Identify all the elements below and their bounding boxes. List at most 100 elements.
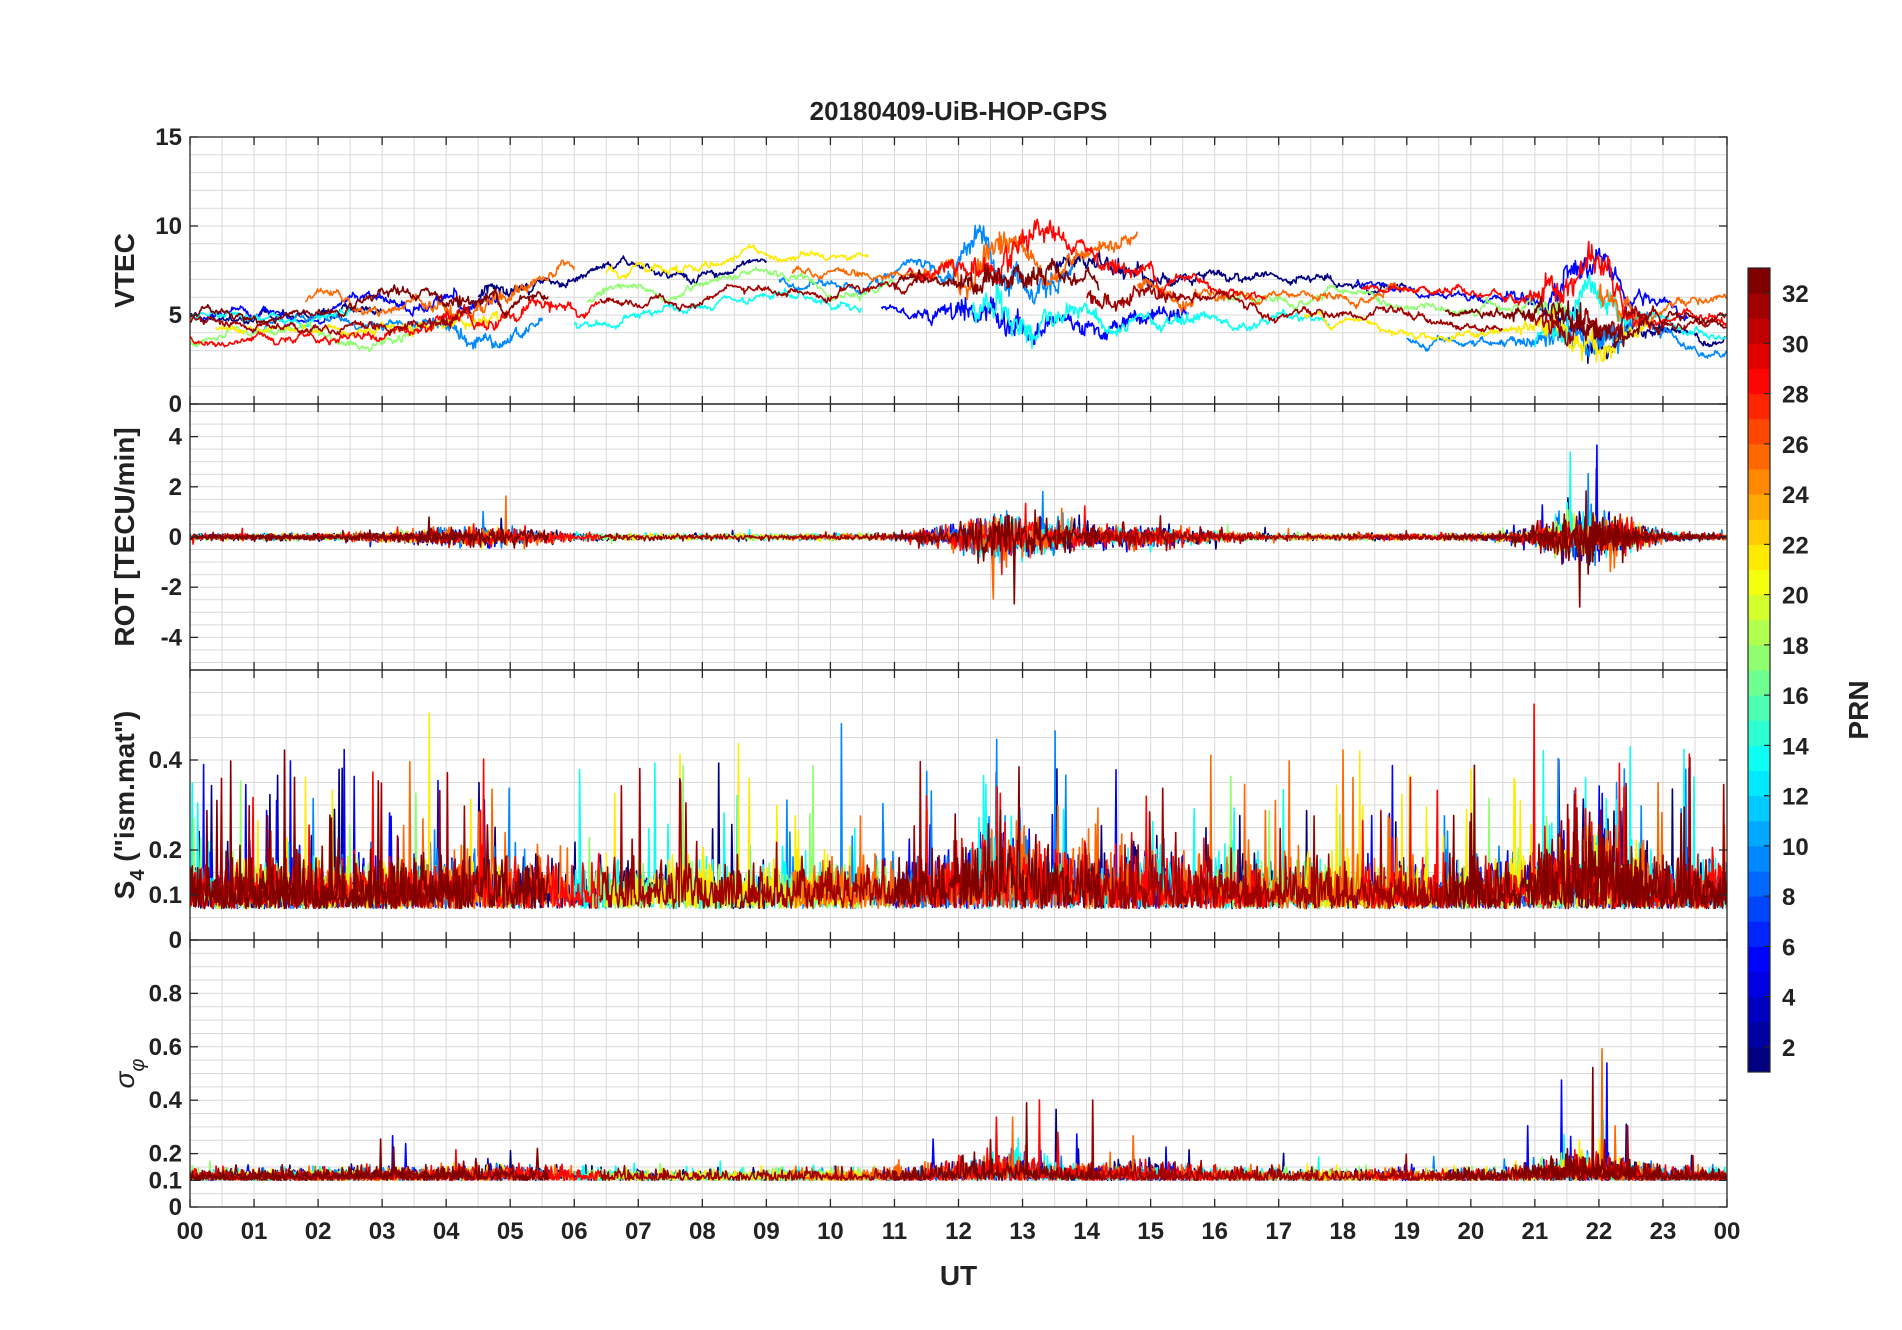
y-tick-label-sigma_phi: 0.4 — [149, 1087, 183, 1114]
series-line-prn31-sigma_phi — [599, 1164, 927, 1182]
colorbar-segment — [1748, 770, 1770, 797]
colorbar-segment — [1748, 871, 1770, 897]
colorbar-tick-label: 22 — [1782, 532, 1809, 559]
x-tick-label: 12 — [945, 1218, 972, 1245]
series-line-prn31-rot — [599, 527, 927, 549]
series-line-prn32-s4 — [1444, 764, 1727, 910]
colorbar-segment — [1748, 544, 1770, 570]
colorbar-segment — [1748, 343, 1770, 369]
x-tick-label: 11 — [882, 1218, 907, 1245]
series-line-prn32-s4 — [190, 749, 549, 910]
colorbar-segment — [1748, 469, 1770, 495]
colorbar-tick-label: 20 — [1782, 583, 1809, 610]
series-line-prn32-vtec — [893, 257, 1100, 295]
colorbar-tick-label: 12 — [1782, 784, 1809, 811]
series-line-prn13-vtec — [573, 287, 863, 330]
y-tick-label-s4: 0.4 — [149, 747, 183, 774]
series-line-prn31-rot — [1085, 514, 1503, 552]
traces-sigma_phi — [190, 1048, 1727, 1182]
colorbar-segment — [1748, 996, 1770, 1023]
x-tick-label: 00 — [1714, 1218, 1741, 1245]
colorbar-tick-label: 26 — [1782, 432, 1809, 459]
colorbar-segment — [1748, 695, 1770, 721]
y-tick-label-sigma_phi: 0.2 — [149, 1141, 182, 1168]
traces-s4 — [190, 703, 1727, 910]
colorbar-segment — [1748, 644, 1770, 671]
colorbar-segment — [1748, 745, 1770, 771]
colorbar-segment — [1748, 519, 1770, 545]
y-tick-label-vtec: 0 — [169, 391, 182, 418]
series-line-prn32-rot — [1445, 513, 1727, 608]
series-line-prn31-sigma_phi — [1086, 1099, 1503, 1182]
y-tick-label-vtec: 15 — [155, 124, 182, 151]
y-tick-label-sigma_phi: 0.6 — [149, 1034, 182, 1061]
colorbar-tick-label: 32 — [1782, 281, 1809, 308]
series-line-prn31-vtec — [1085, 284, 1504, 333]
x-tick-label: 14 — [1073, 1218, 1100, 1245]
x-tick-label: 19 — [1393, 1218, 1420, 1245]
colorbar-segment — [1748, 318, 1770, 344]
y-tick-label-vtec: 10 — [155, 213, 182, 240]
colorbar-segment — [1748, 820, 1770, 847]
x-tick-label: 01 — [241, 1218, 268, 1245]
chart-title: 20180409-UiB-HOP-GPS — [810, 96, 1108, 126]
series-line-prn21-vtec — [1303, 305, 1651, 363]
series-line-prn28-vtec — [906, 218, 1267, 301]
colorbar-tick-label: 6 — [1782, 934, 1795, 961]
series-line-prn32-vtec — [190, 284, 549, 325]
colorbar — [1747, 267, 1771, 1073]
colorbar-tick-label: 24 — [1782, 482, 1809, 509]
series-line-prn31-s4 — [599, 760, 927, 910]
colorbar-tick-label: 10 — [1782, 834, 1809, 861]
colorbar-segment — [1748, 1021, 1770, 1048]
panel-rot — [189, 403, 1728, 671]
colorbar-frame — [1747, 267, 1771, 1073]
x-tick-label: 18 — [1329, 1218, 1356, 1245]
y-axis-label-vtec: VTEC — [109, 233, 140, 308]
x-tick-label: 04 — [433, 1218, 460, 1245]
y-tick-label-rot: -4 — [161, 624, 183, 651]
y-tick-label-rot: 0 — [169, 524, 182, 551]
colorbar-segment — [1748, 619, 1770, 646]
colorbar-segment — [1748, 670, 1770, 696]
colorbar-segment — [1748, 795, 1770, 822]
y-axis-label-s4: S4 ("ism.mat") — [109, 711, 149, 900]
y-tick-label-rot: 2 — [169, 474, 182, 501]
y-tick-label-sigma_phi: 0 — [169, 1194, 182, 1221]
x-tick-label: 02 — [305, 1218, 332, 1245]
x-tick-label: 16 — [1201, 1218, 1228, 1245]
colorbar-segment — [1748, 393, 1770, 420]
colorbar-segment — [1748, 494, 1770, 520]
colorbar-segment — [1748, 293, 1770, 319]
series-line-prn21-vtec — [605, 243, 870, 280]
series-line-prn1-vtec — [1053, 249, 1407, 296]
colorbar-tick-label: 18 — [1782, 633, 1809, 660]
series-line-prn32-rot — [190, 516, 549, 549]
series-line-prn32-rot — [893, 509, 1100, 605]
x-tick-label: 03 — [369, 1218, 396, 1245]
series-line-prn9-vtec — [1406, 308, 1727, 359]
colorbar-segment — [1748, 569, 1770, 596]
series-line-prn21-vtec — [215, 310, 511, 338]
x-tick-label: 22 — [1586, 1218, 1613, 1245]
x-tick-label: 15 — [1137, 1218, 1164, 1245]
y-tick-label-sigma_phi: 0.8 — [149, 980, 182, 1007]
y-tick-label-rot: 4 — [169, 424, 183, 451]
colorbar-segment — [1748, 418, 1770, 445]
colorbar-tick-label: 2 — [1782, 1035, 1795, 1062]
series-line-prn9-vtec — [253, 312, 543, 350]
series-line-prn32-sigma_phi — [190, 1138, 549, 1182]
series-line-prn31-vtec — [599, 275, 927, 312]
x-tick-label: 13 — [1009, 1218, 1036, 1245]
series-line-prn31-s4 — [1085, 787, 1504, 910]
series-line-prn31-vtec — [1527, 305, 1727, 347]
y-tick-label-s4: 0.1 — [149, 882, 182, 909]
colorbar-segment — [1748, 971, 1770, 998]
x-tick-label: 00 — [177, 1218, 204, 1245]
series-line-prn13-vtec — [190, 307, 351, 330]
y-axis-label-sigma_phi: σφ — [109, 1059, 149, 1089]
x-tick-label: 08 — [689, 1218, 716, 1245]
x-tick-label: 06 — [561, 1218, 588, 1245]
colorbar-tick-label: 28 — [1782, 382, 1809, 409]
